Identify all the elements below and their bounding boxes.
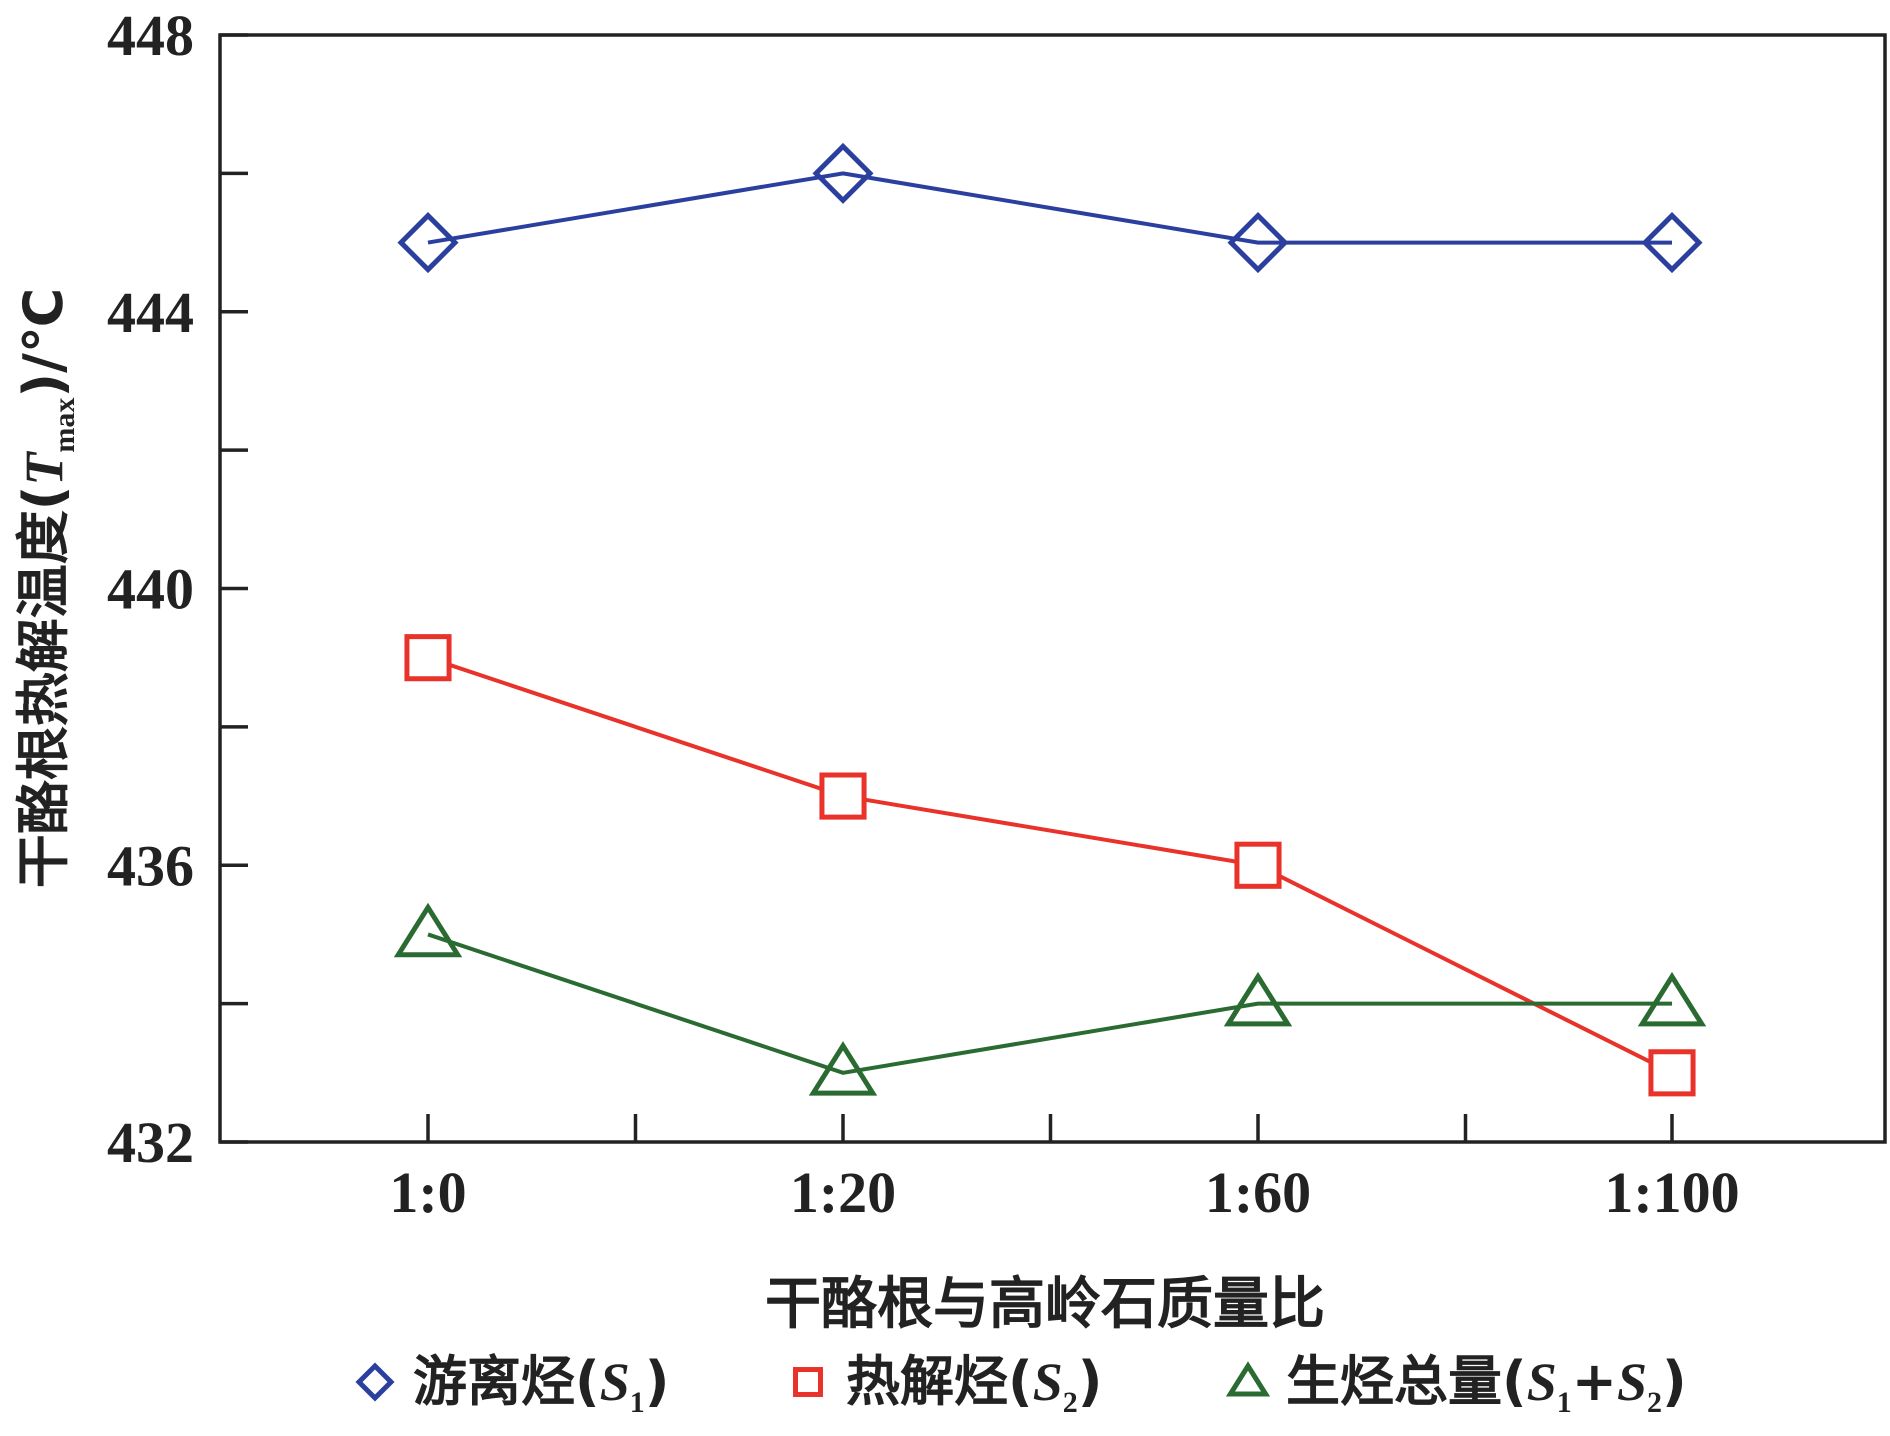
y-tick-label: 440: [107, 557, 194, 622]
series-square: [404, 634, 1696, 1097]
data-point: [819, 772, 867, 820]
legend-marker: [793, 1367, 823, 1397]
y-tick-label: 436: [107, 833, 194, 898]
axis-ticks: 432 436 440 444 448 1:0 1:20 1:60 1:100: [107, 3, 1740, 1225]
series-layer: [393, 142, 1707, 1097]
legend-label: 游离烃(S1): [413, 1350, 669, 1419]
data-point: [393, 902, 463, 958]
x-tick-label: 1:20: [790, 1160, 896, 1225]
series-line: [427, 932, 1672, 1075]
x-tick-label: 1:60: [1205, 1160, 1311, 1225]
data-point: [1648, 1049, 1696, 1097]
data-point: [1223, 971, 1293, 1027]
data-point: [812, 142, 874, 204]
x-tick-label: 1:100: [1604, 1160, 1739, 1225]
series-triangle: [393, 902, 1707, 1096]
legend-marker: [1225, 1361, 1271, 1397]
legend-item: 游离烃(S1): [355, 1350, 669, 1419]
data-point: [1227, 212, 1289, 274]
legend: 游离烃(S1) 热解烃(S2) 生烃总量(S1+S2): [355, 1350, 1687, 1419]
data-point: [808, 1041, 878, 1096]
data-point: [404, 634, 452, 682]
y-tick-label: 444: [107, 280, 194, 345]
legend-label: 热解烃(S2): [846, 1350, 1102, 1419]
legend-label: 生烃总量(S1+S2): [1286, 1350, 1687, 1419]
x-tick-label: 1:0: [389, 1160, 466, 1225]
data-point: [397, 212, 459, 274]
x-axis-title: 干酪根与高岭石质量比: [765, 1272, 1325, 1337]
data-point: [1234, 841, 1282, 889]
data-point: [1637, 971, 1707, 1027]
y-tick-label: 448: [107, 3, 194, 68]
y-axis-title: 干酪根热解温度(Tmax)/℃: [12, 288, 81, 888]
legend-item: 生烃总量(S1+S2): [1225, 1350, 1687, 1419]
data-point: [1641, 212, 1703, 274]
legend-marker: [355, 1362, 395, 1402]
legend-item: 热解烃(S2): [793, 1350, 1102, 1419]
series-line: [427, 655, 1673, 1075]
y-tick-label: 432: [107, 1110, 194, 1175]
series-line: [427, 171, 1672, 245]
series-diamond: [397, 142, 1703, 274]
plot-frame: [218, 33, 1887, 1144]
